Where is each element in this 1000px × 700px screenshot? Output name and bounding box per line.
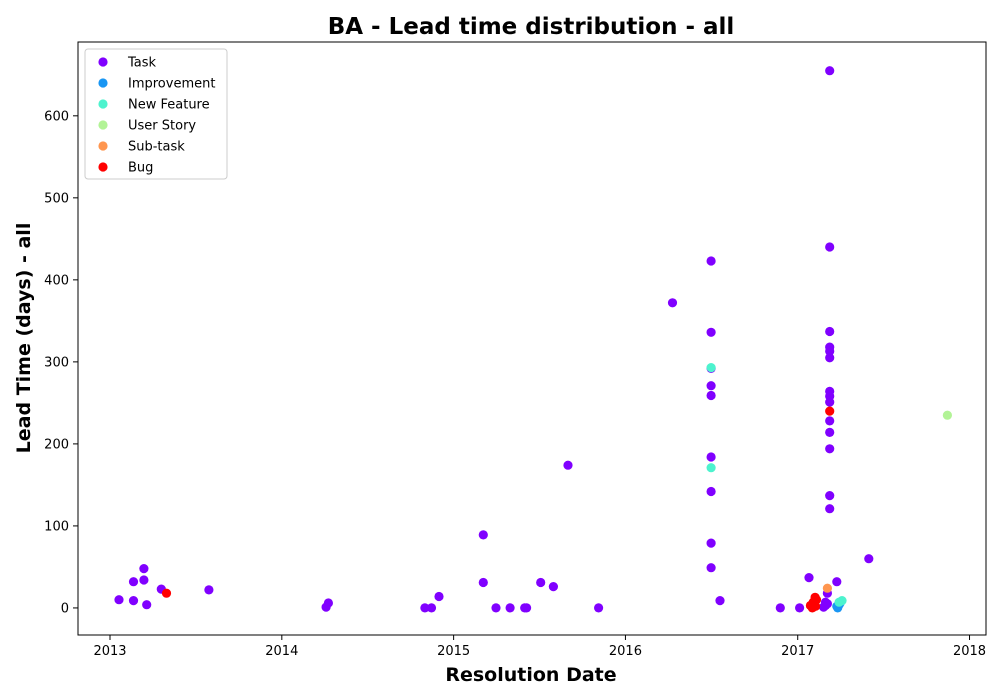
legend: Task Improvement New Feature User Story Sub-… <box>84 48 228 180</box>
legend-box <box>84 48 228 180</box>
data-point <box>825 397 835 407</box>
data-point <box>128 596 139 606</box>
data-point <box>204 585 214 595</box>
chart-title: BA - Lead time distribution - all <box>328 14 735 40</box>
data-point <box>834 597 844 607</box>
data-point <box>795 603 805 613</box>
data-point <box>563 460 573 470</box>
data-point <box>825 242 835 252</box>
legend-marker <box>98 120 108 130</box>
x-axis: 2013 2014 2015 2016 2017 2018 <box>93 635 986 659</box>
data-point <box>161 588 172 598</box>
data-point <box>594 603 604 613</box>
y-tick-label: 500 <box>44 191 69 206</box>
data-point <box>825 66 835 76</box>
data-point <box>522 603 532 613</box>
data-point <box>832 577 842 587</box>
x-tick-label: 2013 <box>93 644 126 659</box>
x-tick-label: 2016 <box>609 644 642 659</box>
data-point <box>139 564 149 574</box>
legend-label: Improvement <box>128 77 215 92</box>
data-point <box>775 603 785 613</box>
data-point <box>706 327 716 337</box>
data-point <box>706 390 716 401</box>
data-point <box>825 491 835 501</box>
y-tick-label: 200 <box>44 437 69 452</box>
x-tick-label: 2015 <box>437 644 470 659</box>
data-point <box>715 596 725 606</box>
legend-marker <box>98 78 108 88</box>
data-point <box>323 598 333 608</box>
plot-frame <box>77 41 987 636</box>
data-point <box>706 363 716 373</box>
data-point <box>804 573 814 583</box>
data-point <box>426 603 437 613</box>
data-point <box>505 603 515 613</box>
legend-marker <box>98 162 108 172</box>
data-point <box>139 575 149 585</box>
data-point <box>825 416 835 426</box>
data-point <box>706 563 716 573</box>
data-point <box>822 583 833 593</box>
data-point <box>864 554 874 564</box>
data-point <box>942 410 953 420</box>
data-point <box>128 577 139 587</box>
y-axis: 0 100 200 300 400 500 600 <box>44 109 78 616</box>
data-point <box>491 603 501 613</box>
data-point <box>825 346 835 356</box>
data-point <box>810 596 820 606</box>
data-point <box>706 381 716 391</box>
data-point <box>667 298 678 308</box>
data-point <box>706 452 716 462</box>
data-point <box>825 406 835 416</box>
data-point <box>825 504 835 514</box>
data-point <box>114 595 124 605</box>
x-tick-label: 2018 <box>953 644 986 659</box>
y-axis-title: Lead Time (days) - all <box>13 223 35 454</box>
legend-marker <box>98 57 108 67</box>
data-point <box>706 463 716 473</box>
data-point <box>478 577 488 588</box>
data-point <box>434 591 444 602</box>
legend-label: Task <box>127 56 157 71</box>
y-tick-label: 600 <box>44 109 69 124</box>
x-axis-title: Resolution Date <box>445 664 616 686</box>
y-tick-label: 300 <box>44 355 69 370</box>
data-point <box>825 427 835 437</box>
y-tick-label: 100 <box>44 519 69 534</box>
data-point <box>706 256 716 266</box>
legend-marker <box>98 141 108 151</box>
data-point <box>420 603 430 613</box>
data-point <box>706 486 716 497</box>
legend-label: Bug <box>128 161 153 176</box>
data-point <box>825 444 835 454</box>
data-point <box>706 538 716 548</box>
data-point <box>142 600 152 610</box>
data-point <box>536 577 546 588</box>
data-point <box>822 599 833 609</box>
data-point <box>548 582 559 592</box>
data-point <box>825 353 835 363</box>
data-point <box>478 530 488 540</box>
legend-label: User Story <box>128 119 196 134</box>
legend-label: Sub-task <box>128 140 185 155</box>
y-tick-label: 400 <box>44 273 69 288</box>
data-point <box>825 326 835 337</box>
y-tick-label: 0 <box>61 601 69 616</box>
x-tick-label: 2014 <box>265 644 298 659</box>
x-tick-label: 2017 <box>781 644 814 659</box>
plot-area <box>114 66 953 613</box>
legend-label: New Feature <box>128 98 210 113</box>
legend-marker <box>98 99 108 109</box>
